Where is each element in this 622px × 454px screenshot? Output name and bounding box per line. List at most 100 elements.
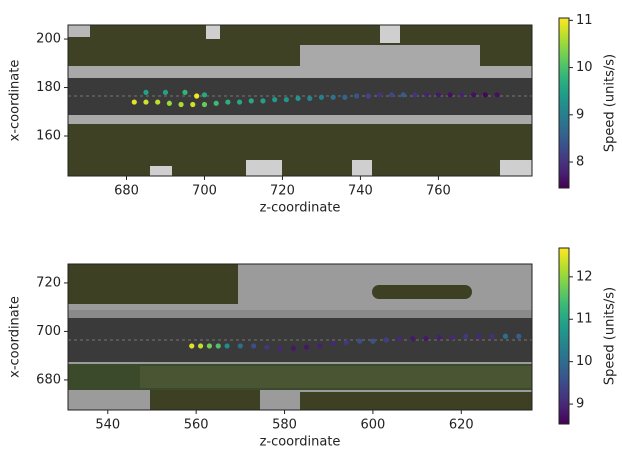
colorbar-tick-label: 11 — [576, 312, 593, 327]
scatter-point — [365, 93, 371, 99]
x-tick-label: 580 — [272, 418, 297, 433]
scatter-point — [476, 333, 482, 339]
scatter-point — [318, 94, 325, 100]
scatter-point — [502, 333, 509, 339]
x-tick-label: 680 — [114, 184, 139, 199]
x-axis-label: z-coordinate — [260, 201, 341, 216]
x-tick-label: 740 — [348, 184, 373, 199]
scatter-point — [206, 343, 213, 349]
scatter-point — [342, 94, 348, 100]
x-tick-label: 560 — [184, 418, 209, 433]
scatter-point — [459, 92, 465, 98]
scatter-point — [182, 89, 188, 95]
scatter-point — [248, 98, 254, 104]
y-tick-label: 180 — [36, 80, 61, 95]
colorbar-label: Speed (units/s) — [603, 287, 618, 385]
x-tick-label: 700 — [192, 184, 217, 199]
scatter-point — [194, 93, 200, 99]
scatter-points — [189, 333, 522, 351]
scatter-point — [377, 92, 383, 98]
scatter-point — [264, 344, 270, 350]
scatter-point — [494, 92, 500, 98]
colorbar-label: Speed (units/s) — [603, 54, 618, 152]
y-tick-label: 160 — [36, 129, 61, 144]
scatter-point — [447, 92, 453, 98]
scatter-point — [178, 101, 184, 108]
x-tick-label: 600 — [361, 418, 386, 433]
colorbar-tick-label: 10 — [576, 354, 593, 369]
scatter-point — [290, 345, 296, 351]
scatter-point — [516, 333, 522, 339]
scatter-point — [143, 99, 149, 105]
y-tick-label: 680 — [36, 372, 61, 387]
scatter-point — [131, 99, 137, 105]
x-tick-label: 540 — [95, 418, 120, 433]
scatter-point — [330, 94, 336, 100]
map-background — [68, 264, 532, 410]
colorbar-tick-label: 9 — [576, 397, 584, 412]
scatter-point — [343, 339, 349, 345]
scatter-point — [213, 100, 219, 106]
scatter-point — [449, 334, 456, 341]
plot-frame — [67, 24, 533, 177]
colorbar — [558, 247, 570, 425]
scatter-point — [295, 95, 301, 102]
scatter-point — [189, 343, 195, 349]
scatter-point — [423, 336, 429, 342]
colorbar — [558, 17, 570, 189]
scatter-point — [197, 343, 204, 349]
scatter-point — [307, 95, 313, 102]
y-tick-label: 200 — [36, 32, 61, 47]
scatter-point — [304, 344, 310, 350]
scatter-point — [389, 92, 395, 98]
scatter-point — [317, 343, 323, 349]
scatter-point — [162, 89, 169, 95]
scatter-point — [489, 333, 495, 339]
scatter-point — [272, 97, 278, 103]
x-tick-label: 620 — [449, 418, 474, 433]
scatter-point — [400, 92, 406, 98]
scatter-point — [236, 99, 243, 105]
scatter-point — [225, 99, 231, 105]
scatter-point — [201, 92, 208, 98]
x-tick-label: 760 — [426, 184, 451, 199]
scatter-point — [370, 338, 376, 344]
scatter-point — [201, 101, 208, 108]
scatter-point — [283, 97, 289, 103]
scatter-point — [436, 334, 442, 341]
colorbar-tick-label: 11 — [576, 13, 593, 28]
scatter-point — [353, 93, 360, 99]
y-axis-label: x-coordinate — [8, 296, 23, 378]
scatter-point — [463, 333, 469, 339]
y-tick-label: 720 — [36, 275, 61, 290]
colorbar-tick-label: 12 — [576, 269, 593, 284]
scatter-points — [131, 89, 500, 108]
scatter-point — [224, 343, 230, 349]
scatter-point — [277, 345, 283, 351]
plot-frame — [67, 263, 533, 411]
scatter-point — [330, 340, 336, 347]
scatter-point — [470, 92, 477, 98]
scatter-point — [251, 343, 257, 349]
x-tick-label: 720 — [270, 184, 295, 199]
scatter-point — [143, 89, 149, 95]
scatter-point — [412, 92, 418, 98]
scatter-point — [237, 343, 243, 349]
scatter-point — [383, 337, 389, 343]
scatter-point — [357, 338, 363, 344]
scatter-point — [215, 343, 221, 349]
scatter-point — [410, 336, 416, 342]
scatter-point — [166, 100, 172, 106]
scatter-point — [260, 98, 266, 104]
scatter-point — [424, 92, 430, 98]
y-axis-label: x-coordinate — [8, 60, 23, 142]
scatter-point — [482, 92, 488, 98]
scatter-point — [396, 336, 403, 342]
map-background — [68, 25, 532, 176]
colorbar-tick-label: 9 — [576, 107, 584, 122]
scatter-point — [435, 92, 442, 98]
colorbar-tick-label: 8 — [576, 155, 584, 170]
scatter-point — [155, 99, 161, 105]
y-tick-label: 700 — [36, 324, 61, 339]
scatter-point — [190, 101, 196, 108]
